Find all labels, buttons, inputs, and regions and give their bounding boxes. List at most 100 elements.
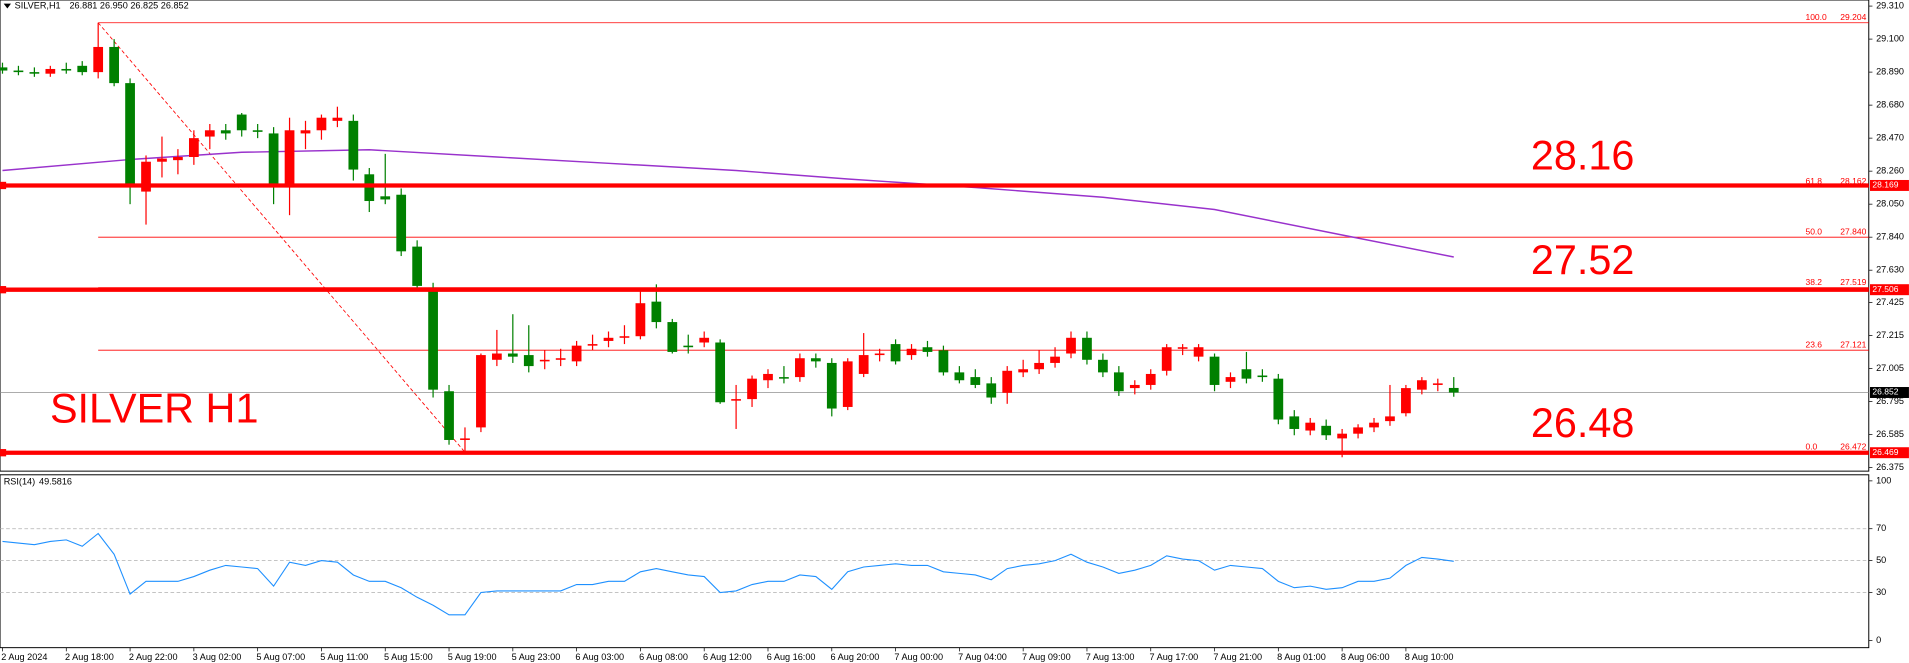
x-tick-label: 5 Aug 19:00 xyxy=(448,652,497,662)
candle-body xyxy=(1369,422,1379,428)
x-tick-label: 7 Aug 00:00 xyxy=(894,652,943,662)
candle-body xyxy=(1193,347,1204,357)
candle-body xyxy=(810,358,821,362)
candle-body xyxy=(0,67,8,71)
rsi-tick-label: 50 xyxy=(1876,555,1886,565)
candle-body xyxy=(587,344,598,346)
candle-body xyxy=(715,342,726,403)
candle-body xyxy=(986,383,997,398)
candle-body xyxy=(284,130,295,186)
candle-body xyxy=(204,130,215,137)
x-tick-label: 6 Aug 20:00 xyxy=(831,652,880,662)
candle-body xyxy=(412,246,423,286)
level-annotation: 26.48 xyxy=(1531,400,1635,446)
candle-body xyxy=(747,378,757,400)
candle-body xyxy=(1098,359,1108,373)
level-badge xyxy=(1869,284,1909,296)
fib-level: 100.0 xyxy=(1805,12,1827,22)
y-tick-label: 27.215 xyxy=(1876,330,1904,340)
y-tick-label: 27.630 xyxy=(1876,265,1904,275)
candle-body xyxy=(731,399,741,401)
candle-body xyxy=(874,353,885,356)
candle-body xyxy=(1432,383,1443,385)
fib-level: 23.6 xyxy=(1805,340,1822,350)
x-tick-label: 6 Aug 12:00 xyxy=(703,652,752,662)
candle-body xyxy=(236,114,247,131)
candle-body xyxy=(1337,433,1347,439)
candle-body xyxy=(603,337,614,341)
level-badge xyxy=(1869,179,1909,191)
moving-average xyxy=(2,149,1454,258)
candle-body xyxy=(1113,372,1124,392)
candle-body xyxy=(396,194,407,252)
y-tick-label: 27.840 xyxy=(1876,232,1904,242)
y-tick-label: 27.425 xyxy=(1876,297,1904,307)
rsi-pane xyxy=(0,474,1870,649)
candle-body xyxy=(460,438,470,440)
candle-body xyxy=(492,353,502,360)
x-tick-label: 3 Aug 02:00 xyxy=(193,652,242,662)
candle-body xyxy=(683,345,694,348)
fib-price: 28.162 xyxy=(1840,176,1866,186)
x-tick-label: 8 Aug 06:00 xyxy=(1341,652,1390,662)
candle-body xyxy=(1289,416,1300,429)
candle-body xyxy=(1145,373,1156,385)
x-tick-label: 7 Aug 04:00 xyxy=(958,652,1007,662)
y-tick-label: 27.005 xyxy=(1876,363,1904,373)
candle-body xyxy=(332,117,343,121)
candle-body xyxy=(571,345,582,362)
x-tick-label: 7 Aug 13:00 xyxy=(1086,652,1135,662)
candle-body xyxy=(1034,362,1044,370)
fib-price: 26.472 xyxy=(1840,442,1866,452)
x-tick-label: 8 Aug 10:00 xyxy=(1405,652,1454,662)
candle-body xyxy=(779,377,789,379)
rsi-value: 49.5816 xyxy=(39,476,72,486)
candle-body xyxy=(109,46,119,84)
x-tick-label: 5 Aug 11:00 xyxy=(320,652,368,662)
level-badge-label: 28.169 xyxy=(1872,180,1898,190)
candle-body xyxy=(555,358,566,360)
candle-body xyxy=(45,68,56,74)
candle-body xyxy=(1321,425,1332,436)
candle-body xyxy=(444,391,454,440)
y-tick-label: 28.260 xyxy=(1876,166,1904,176)
candle-body xyxy=(1050,356,1060,363)
menu-arrow[interactable] xyxy=(3,3,12,9)
candle-body xyxy=(1305,422,1316,431)
fib-price: 27.840 xyxy=(1840,227,1866,237)
candle-body xyxy=(1353,427,1363,434)
candle-body xyxy=(1241,369,1252,379)
candle-body xyxy=(300,130,311,134)
candle-body xyxy=(858,355,869,374)
candle-body xyxy=(476,355,486,428)
y-tick-label: 26.795 xyxy=(1876,396,1904,406)
candle-body xyxy=(906,348,917,356)
candle-body xyxy=(1082,337,1092,360)
rsi-line xyxy=(2,532,1454,616)
candle-body xyxy=(141,161,151,192)
candle-body xyxy=(651,301,662,323)
candle-body xyxy=(1416,380,1427,390)
candle-body xyxy=(938,350,949,373)
level-badge-label: 27.506 xyxy=(1872,284,1898,294)
rsi-tick-label: 0 xyxy=(1876,635,1881,645)
fib-level: 61.8 xyxy=(1805,176,1822,186)
x-tick-label: 5 Aug 07:00 xyxy=(256,652,305,662)
candle-body xyxy=(667,322,678,352)
candle-body xyxy=(922,347,933,352)
fib-level: 38.2 xyxy=(1805,277,1822,287)
x-tick-label: 7 Aug 17:00 xyxy=(1150,652,1199,662)
level-annotation: 28.16 xyxy=(1531,133,1635,179)
x-tick-label: 2 Aug 18:00 xyxy=(65,652,114,662)
candle-body xyxy=(699,337,710,343)
x-tick-label: 2 Aug 22:00 xyxy=(129,652,178,662)
candle-body xyxy=(61,68,72,71)
candle-body xyxy=(157,158,167,162)
candle-body xyxy=(364,174,375,202)
y-tick-label: 28.890 xyxy=(1876,67,1904,77)
level-marker xyxy=(0,286,7,294)
y-tick-label: 29.100 xyxy=(1876,34,1904,44)
x-tick-label: 2 Aug 2024 xyxy=(1,652,47,662)
candle-body xyxy=(539,359,550,362)
